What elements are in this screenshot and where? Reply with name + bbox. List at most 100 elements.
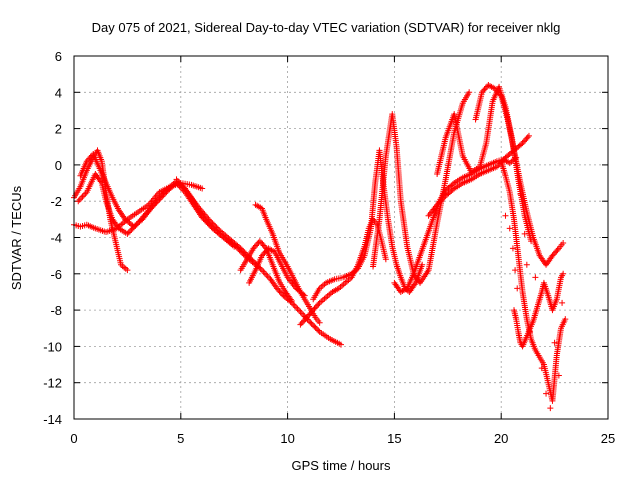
data-point: [208, 219, 215, 226]
data-point: [86, 155, 93, 162]
data-point: [301, 292, 308, 299]
data-point: [496, 91, 503, 98]
data-point: [302, 315, 309, 322]
data-point: [279, 291, 286, 298]
data-point: [555, 372, 562, 379]
data-point: [85, 156, 92, 163]
data-point: [252, 242, 259, 249]
data-point: [495, 90, 502, 97]
data-point: [261, 243, 268, 250]
data-point: [299, 318, 306, 325]
data-point: [312, 304, 319, 311]
data-point: [241, 249, 248, 256]
data-point: [137, 217, 144, 224]
data-point: [550, 251, 557, 258]
x-tick-label: 5: [177, 431, 184, 446]
data-point: [213, 224, 220, 231]
data-point: [532, 274, 539, 281]
data-point: [308, 320, 315, 327]
data-point: [124, 267, 131, 274]
series-arc-10: [310, 147, 426, 303]
data-point: [525, 132, 532, 139]
data-point: [125, 229, 132, 236]
data-point: [523, 135, 530, 142]
data-point: [543, 390, 550, 397]
axis-ticks: [73, 55, 609, 420]
data-point: [338, 341, 344, 348]
data-point: [478, 89, 485, 96]
y-tick-label: 0: [55, 158, 62, 173]
data-point: [491, 85, 498, 92]
data-point: [316, 319, 323, 326]
data-point: [551, 339, 558, 346]
data-point: [210, 221, 217, 228]
data-point: [275, 286, 282, 293]
y-tick-label: 4: [55, 85, 62, 100]
data-point: [209, 220, 216, 227]
chart-title: Day 075 of 2021, Sidereal Day-to-day VTE…: [92, 20, 561, 35]
data-point: [250, 245, 257, 252]
data-point: [519, 140, 526, 147]
x-tick-labels: 0 5 10 15 20 25: [70, 431, 615, 446]
data-point: [309, 322, 316, 329]
y-tick-labels: -14 -12 -10 -8 -6 -4 -2 0 2 4 6: [43, 49, 62, 427]
x-tick-label: 25: [601, 431, 615, 446]
series-arc-6: [252, 201, 323, 326]
data-point: [514, 285, 521, 292]
data-point: [310, 307, 317, 314]
data-point: [307, 310, 314, 317]
data-point: [251, 243, 258, 250]
data-point: [524, 134, 531, 141]
data-point: [260, 251, 267, 258]
data-point: [300, 291, 307, 298]
data-point: [523, 261, 530, 268]
data-point: [305, 312, 312, 319]
data-point: [449, 186, 456, 193]
y-tick-label: 2: [55, 122, 62, 137]
data-point: [521, 230, 528, 237]
data-point: [311, 305, 318, 312]
x-axis-title: GPS time / hours: [292, 458, 391, 473]
data-point: [494, 88, 501, 95]
data-point: [547, 405, 554, 412]
data-point: [315, 301, 322, 308]
y-tick-label: 6: [55, 49, 62, 64]
data-point: [538, 365, 545, 372]
data-point: [238, 246, 245, 253]
data-point: [482, 84, 489, 91]
data-point: [466, 89, 473, 96]
data-point: [250, 259, 257, 266]
data-point: [249, 257, 256, 264]
y-tick-label: -4: [50, 231, 62, 246]
data-point: [522, 137, 529, 144]
data-point: [559, 299, 566, 306]
data-point: [301, 317, 308, 324]
series-arc-7: [246, 245, 308, 299]
data-point: [127, 228, 134, 235]
data-point: [258, 252, 265, 259]
data-point: [480, 87, 487, 94]
y-tick-label: -12: [43, 376, 62, 391]
data-point: [315, 327, 322, 334]
data-point: [258, 239, 265, 246]
x-tick-label: 20: [494, 431, 508, 446]
data-point: [297, 321, 304, 328]
data-point: [83, 158, 90, 165]
data-point: [124, 230, 131, 237]
data-point: [128, 226, 135, 233]
y-tick-label: -6: [50, 267, 62, 282]
data-point: [509, 245, 516, 252]
y-tick-label: -10: [43, 339, 62, 354]
data-point: [549, 252, 556, 259]
data-point: [552, 249, 559, 256]
data-point: [306, 311, 313, 318]
data-point: [312, 324, 319, 331]
series-scattered: [502, 190, 566, 412]
data-point: [527, 328, 534, 335]
y-tick-label: -14: [43, 412, 62, 427]
data-point: [493, 87, 500, 94]
data-point: [206, 217, 213, 224]
data-point: [311, 323, 318, 330]
